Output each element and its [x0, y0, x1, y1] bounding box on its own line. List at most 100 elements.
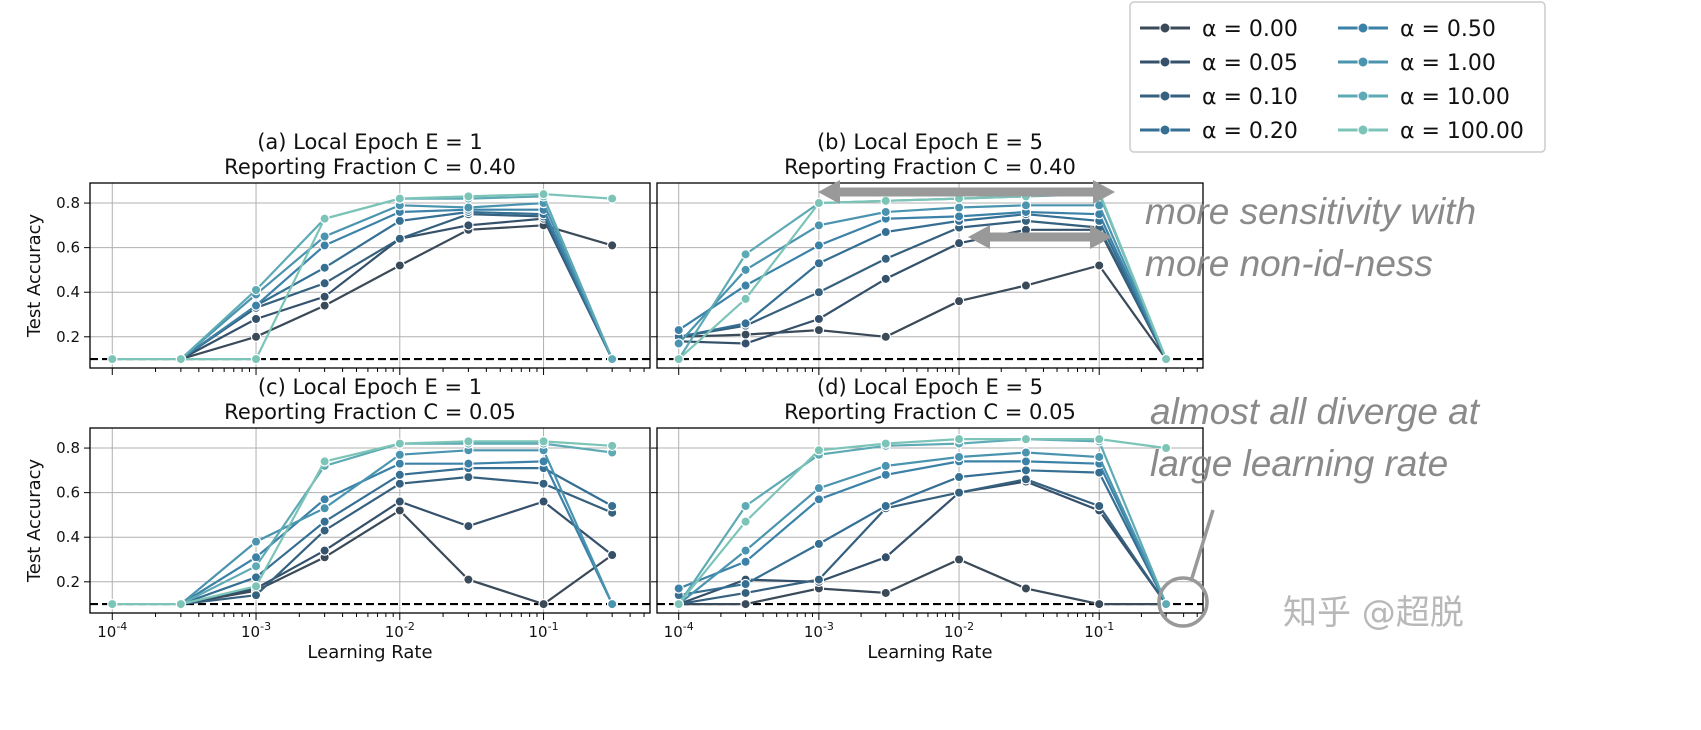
data-point — [606, 500, 618, 512]
data-point — [673, 583, 684, 594]
data-point — [813, 220, 825, 231]
data-point — [740, 318, 751, 329]
y-tick-label: 0.2 — [56, 328, 80, 346]
data-point — [1160, 353, 1172, 365]
data-point — [880, 460, 891, 472]
data-point — [953, 202, 965, 213]
legend-swatch-marker — [1357, 22, 1369, 34]
data-point — [319, 300, 330, 311]
data-point — [319, 291, 330, 302]
data-point — [463, 458, 474, 469]
data-point — [673, 338, 684, 349]
panel-subtitle: Reporting Fraction C = 0.40 — [224, 155, 516, 179]
data-point — [813, 287, 825, 298]
data-point — [740, 516, 751, 527]
data-point — [319, 240, 330, 251]
data-point — [606, 440, 618, 452]
series-line-3 — [678, 469, 1168, 605]
arrow-head — [1090, 225, 1112, 249]
legend-entry: α = 0.00 — [1202, 17, 1298, 42]
data-point — [813, 445, 825, 456]
data-point — [394, 438, 405, 449]
legend-swatch-marker — [1159, 22, 1171, 34]
watermark: 知乎 @超脱 — [1283, 593, 1464, 633]
data-point — [673, 353, 684, 365]
data-point — [953, 487, 965, 498]
data-point — [813, 324, 825, 336]
legend-entry: α = 100.00 — [1400, 119, 1524, 144]
legend-swatch-marker — [1159, 56, 1171, 68]
data-point — [813, 482, 825, 494]
data-point — [953, 471, 965, 483]
data-point — [880, 226, 891, 238]
series-line-7 — [112, 440, 613, 606]
series-line-0 — [678, 264, 1167, 360]
data-point — [880, 195, 891, 207]
legend-entry: α = 10.00 — [1400, 85, 1510, 110]
y-tick-label: 0.6 — [56, 484, 80, 502]
series-line-1 — [678, 228, 1168, 360]
y-axis-label: Test Accuracy — [24, 458, 45, 583]
data-point — [463, 574, 474, 585]
data-point — [319, 213, 330, 224]
panel-subtitle: Reporting Fraction C = 0.40 — [784, 155, 1076, 179]
arrow-head — [1093, 180, 1115, 204]
data-point — [1160, 598, 1172, 610]
series-line-2 — [678, 219, 1168, 360]
data-point — [740, 293, 751, 305]
legend-swatch-marker — [1159, 90, 1171, 102]
data-point — [1020, 200, 1032, 211]
pointer-line — [1190, 509, 1215, 579]
data-point — [250, 581, 262, 592]
data-point — [740, 338, 751, 349]
arrow-head — [818, 180, 840, 204]
data-point — [250, 560, 262, 572]
data-point — [394, 260, 405, 271]
data-point — [740, 587, 751, 599]
data-point — [319, 262, 330, 273]
plot-frame — [89, 182, 651, 369]
data-point — [1094, 451, 1105, 463]
data-point — [740, 578, 751, 590]
data-point — [880, 273, 891, 285]
data-point — [394, 505, 405, 516]
data-point — [813, 574, 825, 585]
y-tick-label: 0.6 — [56, 239, 80, 257]
x-tick-label: 10-3 — [804, 620, 834, 641]
arrow-head — [968, 225, 990, 249]
series-line-3 — [678, 213, 1168, 360]
data-point — [740, 556, 751, 567]
legend-swatch-marker — [1357, 90, 1369, 102]
data-point — [673, 598, 684, 610]
y-tick-label: 0.4 — [56, 283, 80, 301]
panel-title: (c) Local Epoch E = 1 — [258, 375, 482, 399]
data-point — [1020, 583, 1032, 594]
data-point — [740, 249, 751, 260]
panel-title: (a) Local Epoch E = 1 — [257, 130, 483, 154]
data-point — [813, 538, 825, 550]
series-line-5 — [678, 451, 1168, 605]
data-point — [953, 451, 965, 463]
data-point — [880, 438, 891, 449]
data-point — [463, 202, 474, 213]
data-point — [319, 494, 330, 505]
data-point — [1020, 465, 1032, 476]
data-point — [394, 233, 405, 244]
data-point — [394, 496, 405, 507]
series-line-4 — [678, 210, 1168, 360]
x-tick-label: 10-3 — [241, 620, 271, 641]
data-point — [606, 598, 618, 610]
y-tick-label: 0.8 — [56, 439, 80, 457]
y-axis-label: Test Accuracy — [24, 213, 45, 338]
data-point — [606, 193, 618, 204]
data-point — [538, 598, 549, 610]
data-point — [250, 284, 262, 296]
data-point — [880, 500, 891, 512]
plot-frame — [656, 427, 1204, 614]
x-tick-label: 10-2 — [385, 620, 415, 641]
x-axis-label: Learning Rate — [867, 642, 992, 663]
data-point — [813, 494, 825, 505]
